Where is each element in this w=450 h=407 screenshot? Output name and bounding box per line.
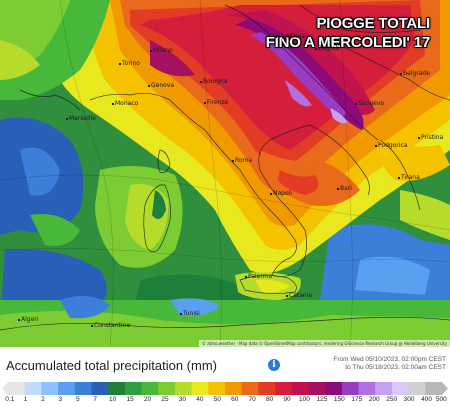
legend-color-swatch — [358, 382, 376, 395]
legend-color-swatch — [124, 382, 143, 395]
city-label-algeri: Algeri — [18, 316, 38, 323]
city-label-roma: Roma — [232, 157, 252, 164]
legend-tick-label: 70 — [248, 396, 256, 403]
city-label-pristina: Pristina — [418, 134, 443, 141]
legend-tick-label: 0.1 — [5, 396, 15, 403]
map-canvas — [0, 0, 450, 347]
legend-color-swatch — [408, 382, 426, 395]
legend-tick-label: 5 — [75, 396, 80, 403]
legend-arrow-right — [442, 382, 448, 395]
legend-color-swatch — [225, 382, 243, 395]
legend-tick-label: 300 — [403, 396, 415, 403]
precipitation-legend: Accumulated total precipitation (mm) i F… — [0, 347, 450, 407]
legend-color-swatch — [275, 382, 293, 395]
legend-color-swatch — [174, 382, 193, 395]
legend-tick-label: 15 — [126, 396, 134, 403]
map-title-line-2: FINO A MERCOLEDI' 17 — [265, 34, 431, 51]
city-label-catania: Catania — [286, 292, 312, 299]
legend-color-swatch — [91, 382, 109, 395]
legend-date-range: From Wed 05/10/2023, 02:00pm CEST to Thu… — [333, 356, 446, 372]
map-attribution: © atmo.weather · Map data © OpenStreetMa… — [198, 340, 450, 347]
info-icon[interactable]: i — [268, 359, 280, 371]
legend-tick-label: 60 — [231, 396, 239, 403]
legend-date-to: to Thu 05/18/2023, 02:00am CEST — [345, 364, 446, 371]
legend-color-swatch — [208, 382, 226, 395]
city-label-zagreb: Zagreb — [315, 45, 339, 52]
legend-color-swatch — [375, 382, 393, 395]
legend-color-swatch — [191, 382, 209, 395]
legend-color-swatch — [41, 382, 59, 395]
legend-tick-label: 2 — [41, 396, 45, 403]
city-label-palermo: Palermo — [245, 273, 272, 280]
legend-color-swatch — [141, 382, 159, 395]
legend-tick-label: 10 — [109, 396, 117, 403]
legend-color-swatch — [8, 382, 26, 395]
legend-color-swatch — [158, 382, 176, 395]
legend-color-swatch — [108, 382, 126, 395]
legend-color-swatch — [24, 382, 42, 395]
city-label-bari: Bari — [337, 185, 352, 192]
city-label-marseille: Marseille — [66, 115, 96, 122]
city-label-bologna: Bologna — [200, 78, 227, 85]
legend-color-swatch — [74, 382, 92, 395]
city-label-tunisi: Tunisi — [180, 310, 200, 317]
legend-color-swatch — [391, 382, 410, 395]
legend-tick-label: 500 — [435, 396, 447, 403]
legend-ticks: 0.1 1 2 3 5 7 10 15 20 25 30 40 50 60 70 80 90 100 125 150 1… — [5, 396, 447, 406]
legend-tick-label: 175 — [351, 396, 363, 403]
city-label-constantine: Constantine — [91, 322, 130, 329]
legend-color-swatch — [291, 382, 309, 395]
legend-title: Accumulated total precipitation (mm) — [6, 358, 217, 373]
city-label-firenze: Firenze — [204, 99, 228, 106]
city-label-tirana: Tirana — [398, 174, 420, 181]
legend-tick-label: 200 — [368, 396, 380, 403]
city-label-genova: Genova — [148, 82, 174, 89]
legend-color-swatch — [341, 382, 360, 395]
city-label-torino: Torino — [119, 60, 140, 67]
legend-color-swatch — [241, 382, 259, 395]
legend-tick-label: 20 — [143, 396, 152, 403]
legend-arrow-left — [2, 382, 8, 395]
legend-color-swatch — [258, 382, 276, 395]
city-label-napoli: Napoli — [270, 190, 292, 197]
legend-color-swatch — [308, 382, 326, 395]
legend-tick-label: 7 — [93, 396, 97, 403]
city-label-ljubljana: Ljubljana — [275, 33, 305, 40]
legend-tick-label: 25 — [161, 396, 169, 403]
legend-tick-label: 3 — [58, 396, 63, 403]
city-label-belgrade: Belgrade — [400, 70, 430, 77]
legend-tick-label: 50 — [213, 396, 221, 403]
city-label-sarajevo: Sarajevo — [355, 100, 384, 107]
city-label-monaco: Monaco — [112, 100, 138, 107]
legend-date-from: From Wed 05/10/2023, 02:00pm CEST — [333, 356, 446, 363]
legend-color-scale — [2, 382, 448, 395]
legend-tick-label: 250 — [386, 396, 398, 403]
legend-color-swatch — [58, 382, 76, 395]
city-label-milano: Milano — [150, 47, 173, 54]
legend-color-swatch — [425, 382, 443, 395]
legend-tick-label: 400 — [421, 396, 432, 403]
legend-tick-label: 100 — [299, 396, 310, 403]
city-label-podgorica: Podgorica — [375, 142, 407, 149]
legend-tick-label: 90 — [283, 396, 291, 403]
legend-tick-label: 150 — [333, 396, 345, 403]
precipitation-map[interactable]: PIOGGE TOTALI FINO A MERCOLEDI' 17 Ljubl… — [0, 0, 450, 347]
legend-tick-label: 80 — [265, 396, 274, 403]
map-title-overlay: PIOGGE TOTALI FINO A MERCOLEDI' 17 — [265, 14, 431, 52]
legend-color-swatch — [325, 382, 343, 395]
map-title-line-1: PIOGGE TOTALI — [316, 15, 430, 32]
legend-tick-label: 40 — [196, 396, 204, 403]
legend-tick-label: 1 — [23, 396, 28, 403]
legend-tick-label: 30 — [178, 396, 187, 403]
legend-tick-label: 125 — [316, 396, 328, 403]
